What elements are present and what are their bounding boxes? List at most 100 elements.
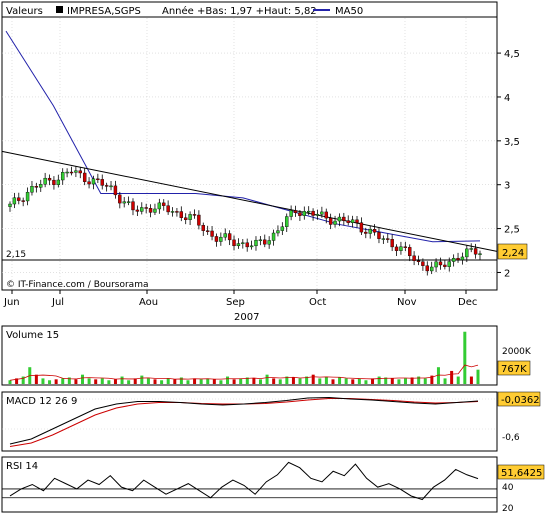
candle-body	[39, 184, 43, 188]
candle-body	[162, 202, 166, 206]
candle-body	[416, 260, 421, 262]
legend-ma-label: MA50	[335, 6, 363, 17]
x-tick-label: Nov	[397, 297, 417, 308]
volume-bar	[133, 378, 137, 384]
candle-body	[25, 191, 30, 202]
candle-body	[368, 229, 372, 234]
candle-body	[412, 255, 416, 261]
y-tick-label: 3	[504, 181, 510, 192]
candle-body	[386, 238, 390, 240]
volume-bar	[252, 378, 256, 384]
candle-body	[289, 210, 293, 217]
volume-bar	[94, 379, 98, 384]
candle-body	[276, 230, 280, 234]
candle-body	[166, 205, 170, 213]
x-axis: Jun Jul Aou Sep Oct Nov Dec	[3, 290, 477, 308]
candle-body	[47, 177, 52, 181]
volume-bar	[423, 378, 427, 384]
candle-body	[478, 253, 482, 255]
volume-y-tick: 2000K	[502, 347, 532, 357]
candle-body	[267, 240, 271, 245]
candle-body	[346, 220, 350, 223]
candle-body	[232, 239, 236, 247]
volume-bar	[107, 380, 111, 384]
rsi-last-badge	[497, 464, 545, 480]
candle-body	[302, 211, 306, 216]
candle-body	[100, 179, 104, 186]
legend-range: Année +Bas: 1,97 +Haut: 5,82	[162, 5, 317, 17]
candle-body	[87, 181, 91, 185]
candle-body	[447, 261, 451, 267]
volume-bar	[456, 376, 460, 384]
candle-body	[359, 222, 364, 233]
volume-bar	[153, 379, 157, 384]
rsi-line	[9, 461, 479, 501]
volume-bar	[331, 379, 335, 384]
main-panel-frame	[1, 1, 498, 291]
volume-bar	[377, 376, 381, 384]
volume-bar	[285, 376, 289, 384]
volume-panel: Volume 15 2000K 767K	[1, 325, 532, 386]
candle-body	[311, 210, 315, 216]
candle-body	[364, 231, 368, 234]
candle-body	[429, 266, 434, 272]
candle-body	[144, 207, 148, 209]
candle-body	[210, 230, 214, 237]
volume-bar	[278, 379, 282, 384]
volume-bar	[232, 379, 236, 384]
candle-body	[205, 230, 210, 232]
reference-value: 2,15	[6, 250, 26, 260]
volume-bar	[390, 378, 394, 384]
macd-title: MACD 12 26 9	[6, 396, 77, 407]
ma50-polyline	[5, 30, 481, 243]
candle-body	[337, 216, 342, 222]
volume-bar	[338, 377, 342, 384]
year-label: 2007	[234, 312, 259, 323]
candle-body	[254, 239, 258, 247]
candle-body	[434, 261, 438, 268]
candle-body	[298, 212, 302, 216]
volume-bar	[357, 378, 361, 384]
volume-bar	[67, 377, 71, 384]
candle-body	[197, 214, 201, 226]
volume-bar	[61, 378, 65, 384]
volume-bar	[74, 379, 78, 384]
volume-bar	[450, 370, 454, 384]
ma50-line	[5, 30, 481, 243]
candle-body	[408, 247, 412, 257]
candle-body	[153, 208, 157, 213]
candle-body	[390, 239, 394, 248]
y-tick-label: 4,5	[504, 49, 520, 60]
volume-bar	[245, 377, 249, 384]
volume-bars	[8, 331, 480, 384]
volume-bar	[469, 376, 473, 384]
candle-body	[315, 214, 320, 216]
x-tick-label: Aou	[139, 297, 158, 308]
legend-ticker: IMPRESA,SGPS	[67, 6, 141, 17]
candle-body	[403, 246, 408, 248]
volume-bar	[324, 376, 328, 384]
volume-title: Volume 15	[6, 330, 59, 341]
main-panel: Valeurs IMPRESA,SGPS Année +Bas: 1,97 +H…	[1, 1, 528, 291]
candle-body	[469, 248, 473, 250]
candle-body	[109, 185, 113, 188]
candle-body	[456, 257, 460, 261]
candle-body	[258, 239, 263, 242]
candle-body	[245, 242, 249, 248]
candle-body	[438, 261, 443, 266]
macd-y-tick: -0,6	[502, 433, 520, 443]
macd-line	[9, 396, 479, 445]
volume-average-line	[9, 364, 479, 381]
volume-bar	[344, 378, 348, 384]
candle-body	[126, 201, 131, 203]
volume-bar	[318, 378, 322, 384]
candle-body	[280, 226, 285, 231]
volume-bar	[291, 377, 295, 384]
candle-body	[113, 185, 118, 196]
legend: Valeurs IMPRESA,SGPS Année +Bas: 1,97 +H…	[6, 5, 363, 17]
candle-body	[443, 264, 447, 267]
volume-bar	[193, 378, 197, 384]
candle-body	[65, 171, 69, 174]
candle-body	[21, 200, 25, 202]
